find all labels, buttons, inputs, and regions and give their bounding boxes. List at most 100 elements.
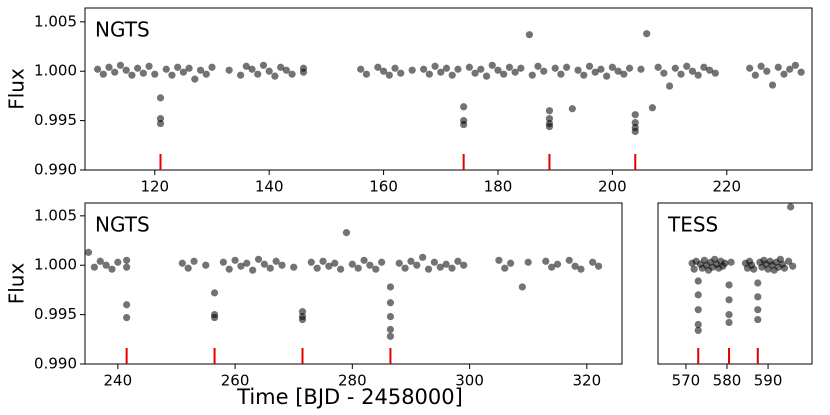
data-point (114, 258, 122, 266)
data-point (156, 94, 165, 102)
data-point (225, 265, 233, 273)
data-point (156, 119, 165, 128)
data-point (378, 258, 386, 266)
data-point (780, 70, 788, 78)
x-tick-label: 320 (573, 372, 602, 390)
data-point (548, 263, 556, 271)
data-point (386, 325, 395, 334)
data-point (614, 67, 622, 75)
data-point (385, 71, 393, 79)
data-point (631, 111, 639, 119)
data-point (460, 261, 468, 269)
data-point (754, 315, 762, 324)
data-point (419, 253, 427, 261)
x-tick-label: 280 (338, 372, 367, 390)
data-point (202, 261, 210, 269)
data-point (528, 71, 536, 79)
y-axis-label: Flux (5, 68, 29, 110)
data-point (96, 257, 104, 265)
data-point (574, 66, 582, 74)
x-tick-label: 300 (455, 372, 484, 390)
data-point (694, 320, 702, 329)
data-point (425, 70, 433, 78)
data-point (791, 61, 800, 69)
data-point (260, 260, 268, 268)
data-point (754, 279, 762, 287)
data-point (313, 264, 321, 272)
data-point (191, 75, 199, 83)
data-point (298, 315, 307, 324)
data-point (690, 265, 698, 273)
x-tick-label: 580 (713, 372, 742, 390)
data-point (299, 68, 308, 76)
data-point (178, 259, 186, 267)
data-point (237, 262, 245, 270)
data-point (366, 261, 374, 269)
data-point (465, 63, 473, 71)
data-point (413, 261, 421, 269)
data-point (780, 264, 789, 272)
x-tick-label: 180 (484, 178, 513, 196)
data-point (694, 306, 702, 314)
data-point (442, 64, 451, 72)
data-point (372, 265, 380, 273)
data-point (784, 257, 793, 265)
data-point (631, 127, 639, 136)
data-point (190, 257, 198, 265)
data-point (757, 62, 765, 70)
data-point (156, 115, 165, 123)
data-point (196, 66, 205, 74)
data-point (379, 67, 388, 75)
data-point (374, 63, 382, 71)
data-point (99, 70, 107, 78)
data-point (210, 289, 219, 297)
data-point (437, 68, 445, 76)
data-point (694, 71, 702, 79)
data-point (174, 63, 182, 71)
data-point (620, 70, 628, 78)
data-point (677, 70, 685, 78)
data-point (577, 265, 585, 273)
data-point (282, 66, 290, 74)
data-point (746, 64, 754, 72)
data-point (407, 257, 415, 265)
data-point (354, 264, 362, 272)
data-point (763, 67, 771, 75)
x-tick-label: 120 (140, 178, 169, 196)
data-point (123, 256, 131, 264)
x-tick-label: 240 (104, 372, 133, 390)
data-point (688, 67, 697, 75)
data-point (386, 299, 395, 307)
data-point (721, 259, 729, 267)
data-point (750, 265, 758, 273)
data-point (93, 65, 102, 73)
data-point (168, 71, 176, 79)
data-point (139, 69, 147, 77)
data-point (259, 61, 268, 69)
data-point (557, 70, 565, 78)
data-point (122, 66, 130, 74)
data-point (786, 65, 794, 73)
data-point (134, 64, 142, 72)
data-point (694, 277, 702, 285)
data-point (754, 306, 762, 314)
instrument-label: TESS (667, 213, 718, 237)
data-point (482, 72, 491, 80)
data-point (108, 265, 116, 273)
data-point (185, 64, 193, 72)
panel-frame (657, 202, 813, 365)
data-point (518, 283, 526, 291)
instrument-label: NGTS (95, 213, 150, 237)
data-point (454, 65, 462, 73)
data-point (725, 281, 733, 289)
data-point (789, 262, 797, 270)
x-tick-label: 590 (754, 372, 783, 390)
data-point (671, 64, 679, 72)
data-point (254, 70, 262, 78)
data-point (436, 263, 444, 271)
data-point (495, 256, 503, 264)
data-point (545, 115, 554, 123)
data-point (348, 260, 356, 268)
data-point (360, 256, 368, 264)
data-point (102, 261, 110, 269)
